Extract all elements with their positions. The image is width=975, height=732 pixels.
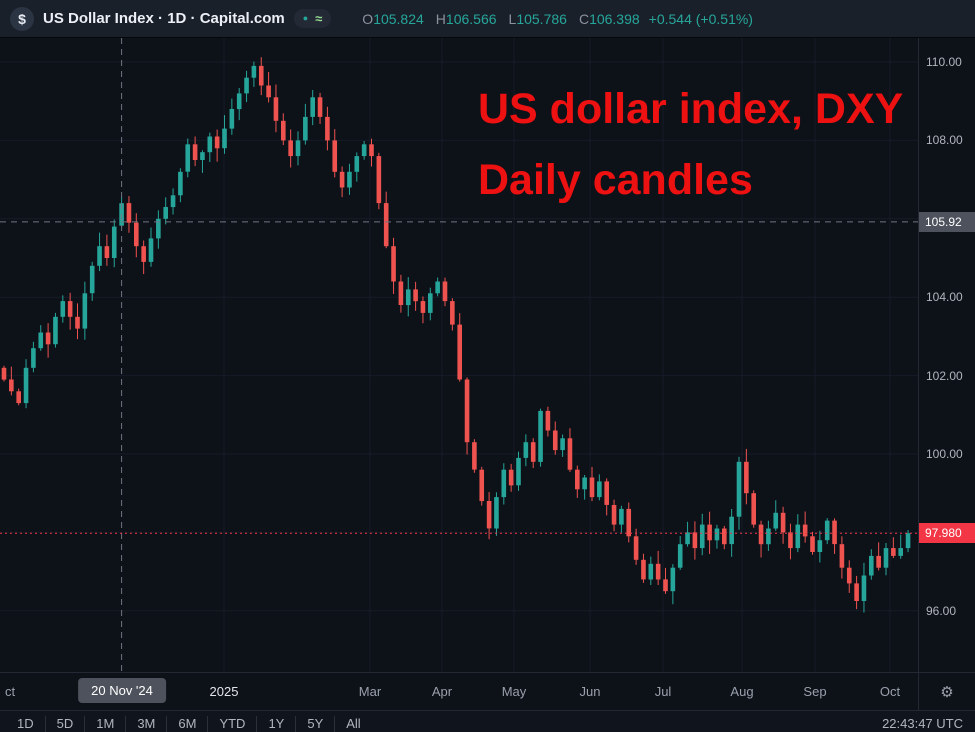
time-axis-label[interactable]: Jul [654,684,672,699]
time-axis-label[interactable]: Mar [358,684,382,699]
approx-icon: ≈ [315,11,323,26]
chart-title[interactable]: US Dollar Index · 1D · Capital.com [43,10,285,27]
range-button-5y[interactable]: 5Y [295,716,334,732]
time-axis-label[interactable]: 2025 [209,684,239,699]
axis-settings-corner[interactable]: ⚙ [918,673,975,710]
high-value: H106.566 [435,10,497,27]
price-axis-label: 108.00 [926,133,963,148]
time-axis-label[interactable]: ct [4,684,16,699]
range-button-ytd[interactable]: YTD [207,716,256,732]
range-button-1y[interactable]: 1Y [256,716,295,732]
price-axis[interactable]: 110.00 108.00 104.00 102.00 100.00 96.00 105.9… [918,38,975,672]
crosshair-date-badge: 20 Nov '24 [78,678,166,703]
dollar-glyph: $ [18,10,26,27]
market-status-pill[interactable]: ● ≈ [293,9,332,28]
clock-label[interactable]: 22:43:47 UTC [882,716,963,731]
last-price-badge: 97.980 [919,523,975,544]
price-axis-label: 102.00 [926,368,963,383]
market-status-dot-icon: ● [302,13,309,23]
crosshair-price-badge: 105.92 [919,211,975,232]
range-button-3m[interactable]: 3M [125,716,166,732]
price-axis-label: 104.00 [926,290,963,305]
range-button-6m[interactable]: 6M [166,716,207,732]
ohlc-values: O105.824 H106.566 L105.786 C106.398 [362,11,639,27]
open-value: O105.824 [362,10,424,27]
range-button-1m[interactable]: 1M [84,716,125,732]
price-axis-label: 100.00 [926,447,963,461]
time-axis-label[interactable]: Jun [579,684,601,699]
time-axis-label[interactable]: Sep [803,684,827,699]
time-axis-label[interactable]: Aug [730,684,754,699]
annotation-line-1: US dollar index, DXY [478,85,904,133]
plot-region: US dollar index, DXY Daily candles [0,38,918,672]
range-button-5d[interactable]: 5D [44,716,85,732]
symbol-logo-icon[interactable]: $ [10,6,34,31]
time-axis-label[interactable]: Apr [431,684,453,699]
gear-icon[interactable]: ⚙ [940,683,954,701]
range-toolbar: 1D 5D 1M 3M 6M YTD 1Y 5Y All 22:43:47 UTC [0,710,975,732]
range-list: 1D 5D 1M 3M 6M YTD 1Y 5Y All [6,716,372,732]
price-axis-label: 110.00 [926,55,962,69]
range-button-1d[interactable]: 1D [17,716,34,731]
chart-annotation: US dollar index, DXY Daily candles [478,74,903,216]
range-button-all[interactable]: All [334,716,371,732]
price-axis-label: 96.00 [926,603,957,618]
chart-header: $ US Dollar Index · 1D · Capital.com ● ≈… [0,0,975,38]
change-value: +0.544 (+0.51%) [648,10,753,27]
low-value: L105.786 [508,10,567,27]
candlestick-chart[interactable] [0,38,918,672]
annotation-line-2: Daily candles [478,156,753,204]
time-axis-label[interactable]: May [501,684,527,699]
time-axis-label[interactable]: Oct [879,684,901,699]
time-axis[interactable]: ct 2025 Mar Apr May Jun Jul Aug Sep Oct 20 Nov '24… [0,672,975,710]
close-value: C106.398 [578,10,640,27]
